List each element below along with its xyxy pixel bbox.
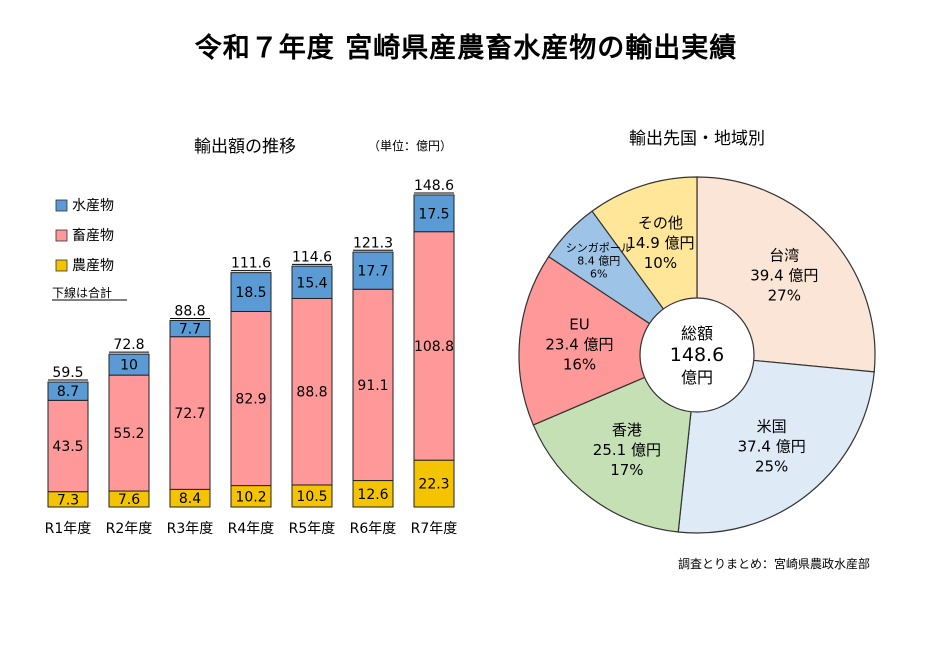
- bar-segment: [230, 310, 272, 487]
- bar-segment: [413, 231, 455, 461]
- bar-segment-label: 7.7: [179, 322, 201, 338]
- bar-segment-label: 55.2: [113, 426, 144, 442]
- pie-slice-name: その他: [638, 214, 683, 232]
- pie-slice-percent: 17%: [610, 461, 643, 479]
- pie-slice-name: EU: [569, 315, 589, 333]
- bar-segment-label: 8.4: [179, 491, 201, 507]
- x-tick-label: R7年度: [411, 521, 458, 537]
- pie-slice-name: 台湾: [769, 247, 799, 265]
- bar-segment-label: 72.7: [174, 406, 205, 422]
- pie-chart-title: 輸出先国・地域別: [629, 129, 765, 149]
- pie-slice-value: 23.4 億円: [545, 335, 613, 353]
- legend-label: 畜産物: [72, 228, 114, 244]
- bar-segment: [169, 336, 211, 490]
- pie-slice-percent: 6%: [590, 268, 607, 281]
- bar-chart-title: 輸出額の推移: [194, 137, 296, 157]
- bar-segment-label: 8.7: [57, 384, 79, 400]
- bar-total-label: 148.6: [414, 178, 454, 194]
- bar-total-label: 59.5: [52, 365, 83, 381]
- pie-slice-percent: 27%: [768, 287, 801, 305]
- source-note: 調査とりまとめ：宮崎県農政水産部: [678, 556, 870, 571]
- x-tick-label: R5年度: [289, 521, 336, 537]
- bar-segment-label: 17.5: [418, 206, 449, 222]
- bar-segment: [230, 272, 272, 312]
- pie-slice-value: 39.4 億円: [750, 267, 818, 285]
- legend-swatch: [55, 259, 68, 272]
- bar-segment-label: 108.8: [414, 339, 454, 355]
- pie-slice-percent: 25%: [755, 457, 788, 475]
- bar-segment: [291, 265, 333, 299]
- bar-total-label: 72.8: [113, 337, 144, 353]
- pie-center-label: 億円: [681, 368, 713, 387]
- legend-label: 水産物: [72, 198, 114, 214]
- bar-total-label: 121.3: [353, 235, 393, 251]
- pie-center-label: 総額: [681, 324, 713, 343]
- bar-segment: [413, 194, 455, 233]
- bar-segment: [108, 353, 150, 376]
- bar-segment: [169, 320, 211, 338]
- bar-segment: [413, 459, 455, 508]
- bar-segment: [352, 288, 394, 482]
- x-tick-label: R1年度: [45, 521, 92, 537]
- pie-slice-percent: 10%: [644, 254, 677, 272]
- pie-slice-value: 37.4 億円: [738, 437, 806, 455]
- x-tick-label: R6年度: [350, 521, 397, 537]
- bar-segment: [108, 374, 150, 492]
- bar-segment-label: 7.6: [118, 492, 140, 508]
- pie-slice: [532, 354, 698, 533]
- pie-slice-name: シンガポール: [566, 242, 632, 255]
- pie-slice-name: 米国: [757, 417, 787, 435]
- x-tick-label: R3年度: [167, 521, 214, 537]
- legend-label: 農産物: [72, 258, 114, 274]
- pie-slice-value: 25.1 億円: [593, 441, 661, 459]
- pie-slice-value: 14.9 億円: [626, 234, 694, 252]
- legend-swatch: [55, 199, 68, 212]
- bar-segment-label: 88.8: [296, 385, 327, 401]
- bar-segment-label: 10: [120, 358, 138, 374]
- bar-segment-label: 7.3: [57, 492, 79, 508]
- x-tick-label: R2年度: [106, 521, 153, 537]
- bar-segment-label: 91.1: [357, 378, 388, 394]
- pie-center-hole: [639, 297, 755, 413]
- bar-total-label: 88.8: [174, 304, 205, 320]
- pie-slice: [518, 255, 699, 426]
- bar-segment-label: 15.4: [296, 275, 327, 291]
- bar-segment-label: 17.7: [357, 264, 388, 280]
- x-tick-label: R4年度: [228, 521, 275, 537]
- pie-slice-percent: 16%: [563, 355, 596, 373]
- bar-segment-label: 10.2: [235, 489, 266, 505]
- bar-total-label: 114.6: [292, 249, 332, 265]
- bar-segment: [352, 251, 394, 290]
- bar-segment-label: 22.3: [418, 477, 449, 493]
- legend-swatch: [55, 229, 68, 242]
- bar-segment-label: 18.5: [235, 285, 266, 301]
- legend-note: 下線は合計: [52, 285, 112, 300]
- bar-segment-label: 82.9: [235, 392, 266, 408]
- pie-center-label: 148.6: [670, 344, 724, 366]
- bar-segment-label: 43.5: [52, 439, 83, 455]
- bar-segment: [47, 381, 89, 401]
- bar-total-label: 111.6: [231, 256, 271, 272]
- pie-slice-name: 香港: [612, 421, 642, 439]
- page-title: 令和７年度 宮崎県産農畜水産物の輸出実績: [194, 33, 738, 64]
- bar-segment-label: 12.6: [357, 487, 388, 503]
- stacked-bar-chart: 7.3 43.5 8.7 59.5 R1年度 7.6 55.2 10 72.8 R2年度 8.4 72…: [45, 178, 458, 537]
- bar-segment-label: 10.5: [296, 489, 327, 505]
- pie-slice-value: 8.4 億円: [577, 255, 620, 268]
- unit-note: （単位：億円）: [368, 138, 452, 153]
- bar-segment: [291, 297, 333, 486]
